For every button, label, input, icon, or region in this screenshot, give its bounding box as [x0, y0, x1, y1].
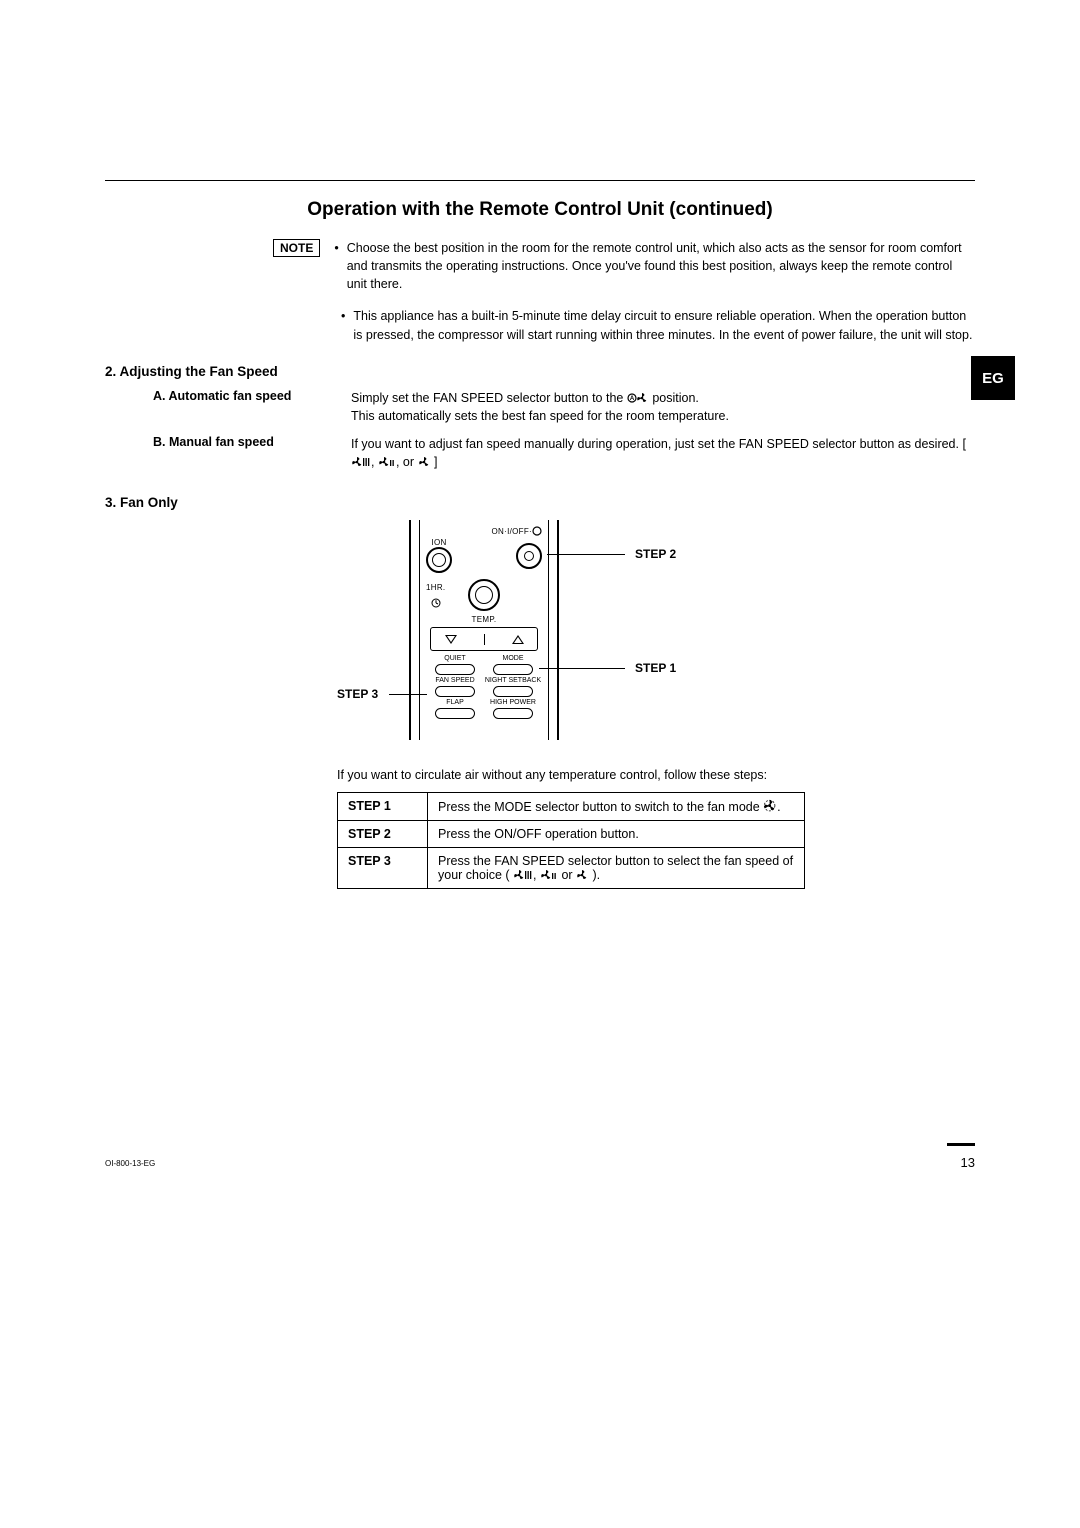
- step2-body: Press the ON/OFF operation button.: [428, 821, 805, 848]
- remote-body: ON·I/OFF· ION 1HR. T: [409, 520, 559, 740]
- quiet-label: QUIET: [426, 655, 484, 662]
- fan-only-intro: If you want to circulate air without any…: [337, 768, 975, 782]
- footer-code: OI-800-13-EG: [105, 1159, 155, 1168]
- page-number: 13: [961, 1155, 975, 1170]
- steps-table: STEP 1 Press the MODE selector button to…: [337, 792, 805, 889]
- sub-a-text-2: position.: [652, 391, 699, 405]
- on-off-button: [516, 543, 542, 569]
- temp-panel: [430, 627, 538, 651]
- page-number-rule: [947, 1143, 975, 1146]
- step3-label: STEP 3: [338, 848, 428, 889]
- subsection-b: B. Manual fan speed If you want to adjus…: [153, 435, 975, 471]
- table-row: STEP 1 Press the MODE selector button to…: [338, 793, 805, 821]
- language-tab: EG: [971, 356, 1015, 400]
- flap-button: [435, 708, 475, 719]
- note-row-2: • This appliance has a built-in 5-minute…: [341, 307, 975, 343]
- ion-label: ION: [426, 538, 452, 547]
- comma-or: , or: [396, 455, 418, 469]
- bullet-icon: •: [341, 307, 345, 343]
- night-setback-button: [493, 686, 533, 697]
- bullet-icon: •: [334, 239, 338, 293]
- mode-button: [493, 664, 533, 675]
- callout-line: [389, 694, 427, 695]
- fan-hi-icon: [351, 456, 371, 468]
- sub-b-text-1: If you want to adjust fan speed manually…: [351, 437, 966, 451]
- fan-med-icon: [540, 869, 558, 881]
- on-off-label: ON·I/OFF·: [492, 526, 542, 536]
- fan-lo-icon: [576, 869, 589, 881]
- quiet-button: [435, 664, 475, 675]
- section-2-heading: 2. Adjusting the Fan Speed: [105, 364, 975, 379]
- divider: [484, 634, 485, 645]
- sub-a-text-3: This automatically sets the best fan spe…: [351, 409, 729, 423]
- callout-step1: STEP 1: [635, 661, 676, 675]
- ion-button: [426, 547, 452, 573]
- fan-hi-icon: [513, 869, 533, 881]
- one-hr-label: 1HR.: [426, 583, 445, 592]
- page-content: Operation with the Remote Control Unit (…: [105, 180, 975, 889]
- temp-label: TEMP.: [426, 615, 542, 624]
- sub-b-text-2: ]: [434, 455, 437, 469]
- fan-mode-icon: [763, 799, 777, 813]
- note-label: NOTE: [273, 239, 320, 257]
- callout-line: [539, 668, 625, 669]
- table-row: STEP 3 Press the FAN SPEED selector butt…: [338, 848, 805, 889]
- callout-step3: STEP 3: [337, 687, 378, 701]
- subsection-a: A. Automatic fan speed Simply set the FA…: [153, 389, 975, 425]
- step1-label: STEP 1: [338, 793, 428, 821]
- step3-body: Press the FAN SPEED selector button to s…: [428, 848, 805, 889]
- note-row-1: NOTE • Choose the best position in the r…: [273, 239, 975, 293]
- sub-b-body: If you want to adjust fan speed manually…: [351, 435, 975, 471]
- flap-label: FLAP: [426, 699, 484, 706]
- callout-line: [547, 554, 625, 555]
- step2-label: STEP 2: [338, 821, 428, 848]
- night-setback-label: NIGHT SETBACK: [484, 677, 542, 684]
- mode-label: MODE: [484, 655, 542, 662]
- page-title: Operation with the Remote Control Unit (…: [105, 199, 975, 221]
- callout-step2: STEP 2: [635, 547, 676, 561]
- note-bullet-1: • Choose the best position in the room f…: [334, 239, 975, 293]
- note-text-2: This appliance has a built-in 5-minute t…: [353, 307, 975, 343]
- fan-speed-label: FAN SPEED: [426, 677, 484, 684]
- one-hr-button: [468, 579, 500, 611]
- clock-icon: [431, 598, 441, 608]
- comma1: ,: [371, 455, 378, 469]
- high-power-button: [493, 708, 533, 719]
- sub-b-label: B. Manual fan speed: [153, 435, 331, 471]
- remote-figure: ON·I/OFF· ION 1HR. T: [337, 520, 797, 750]
- temp-up-icon: [512, 635, 524, 644]
- temp-down-icon: [445, 635, 457, 644]
- fan-speed-button: [435, 686, 475, 697]
- table-row: STEP 2 Press the ON/OFF operation button…: [338, 821, 805, 848]
- auto-fan-icon: [627, 392, 649, 404]
- high-power-label: HIGH POWER: [484, 699, 542, 706]
- note-text-1: Choose the best position in the room for…: [347, 239, 975, 293]
- top-rule: [105, 180, 975, 181]
- step1-body: Press the MODE selector button to switch…: [428, 793, 805, 821]
- sub-a-body: Simply set the FAN SPEED selector button…: [351, 389, 729, 425]
- fan-lo-icon: [418, 456, 431, 468]
- sub-a-label: A. Automatic fan speed: [153, 389, 331, 425]
- section-3-heading: 3. Fan Only: [105, 495, 975, 510]
- fan-med-icon: [378, 456, 396, 468]
- sub-a-text-1: Simply set the FAN SPEED selector button…: [351, 391, 627, 405]
